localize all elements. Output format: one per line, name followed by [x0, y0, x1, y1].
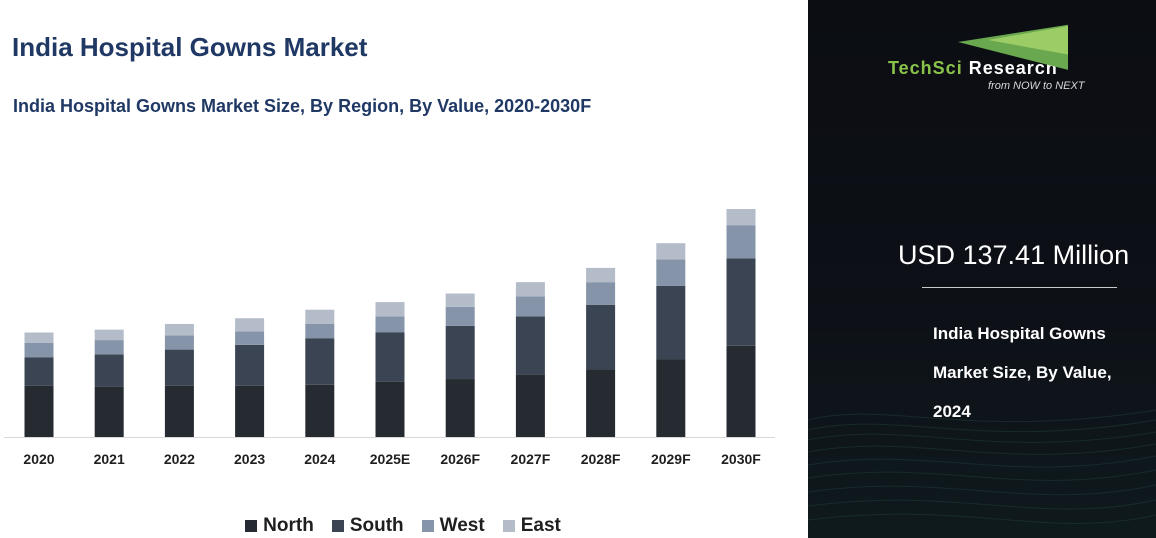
chart-legend: North South West East: [0, 515, 806, 537]
x-tick-label: 2024: [304, 451, 335, 467]
x-tick-label: 2028F: [581, 451, 621, 467]
logo-swoosh-icon: [958, 24, 1068, 70]
bar-segment-south-2021: [94, 354, 124, 387]
stacked-bar-chart: 2020 2021 2022 2023 2024 2025E 2026F 2027F 2028F…: [4, 209, 775, 467]
bar-segment-east-2023: [235, 318, 265, 332]
bar-segment-east-2030f: [726, 209, 756, 226]
x-tick-label: 2025E: [370, 451, 410, 467]
brand-name: TechSci Research: [888, 58, 1058, 79]
bar-segment-west-2029f: [656, 259, 686, 286]
bar-segment-east-2021: [94, 329, 124, 341]
bar-segment-north-2022: [164, 385, 194, 437]
divider: [922, 287, 1117, 288]
bar-segment-north-2028f: [586, 369, 616, 437]
bar-segment-south-2030f: [726, 258, 756, 346]
bar-segment-west-2027f: [515, 296, 545, 317]
bar-segment-east-2029f: [656, 243, 686, 260]
bar-segment-west-2030f: [726, 225, 756, 259]
x-tick-label: 2020: [23, 451, 54, 467]
bar-segment-east-2022: [164, 323, 194, 336]
brand-name-part1: TechSci: [888, 58, 963, 78]
x-tick-label: 2021: [94, 451, 125, 467]
x-tick-label: 2030F: [721, 451, 761, 467]
bar-segment-south-2022: [164, 349, 194, 386]
bar-segment-west-2023: [235, 331, 265, 345]
bar-segment-west-2026f: [445, 306, 475, 326]
bar-segment-west-2020: [24, 342, 54, 358]
bar-segment-east-2027f: [515, 282, 545, 297]
bar-segment-south-2026f: [445, 325, 475, 380]
legend-label: South: [349, 515, 404, 536]
brand-tagline: from NOW to NEXT: [988, 80, 1085, 92]
legend-swatch: [245, 520, 258, 532]
bar-segment-north-2023: [235, 385, 265, 437]
page-title: India Hospital Gowns Market: [12, 32, 368, 62]
bar-segment-north-2026f: [445, 379, 475, 437]
bar-segment-north-2030f: [726, 345, 756, 437]
bar-segment-east-2026f: [445, 293, 475, 307]
bar-segment-north-2020: [24, 385, 54, 437]
bar-segment-west-2025e: [375, 316, 405, 333]
x-tick-label: 2023: [234, 451, 265, 467]
bar-segment-east-2028f: [586, 267, 616, 283]
bar-segment-south-2023: [235, 344, 265, 386]
legend-swatch: [421, 520, 434, 532]
bar-segment-south-2029f: [656, 285, 686, 360]
bar-segment-east-2025e: [375, 302, 405, 317]
bar-segment-north-2021: [94, 386, 124, 437]
x-tick-label: 2026F: [440, 451, 480, 467]
bar-segment-south-2024: [305, 338, 335, 385]
bar-segment-west-2024: [305, 323, 335, 339]
chart-subtitle: India Hospital Gowns Market Size, By Reg…: [13, 96, 592, 116]
legend-swatch: [331, 520, 344, 532]
brand-name-part2: Research: [968, 58, 1058, 78]
market-size-description: India Hospital Gowns Market Size, By Val…: [933, 324, 1112, 421]
legend-swatch: [502, 520, 515, 532]
wave-background-graphic: [808, 409, 1156, 525]
bar-segment-south-2028f: [586, 304, 616, 370]
legend-item-south: South: [331, 515, 404, 537]
x-tick-label: 2022: [164, 451, 195, 467]
x-tick-label: 2029F: [651, 451, 691, 467]
bar-segment-west-2028f: [586, 282, 616, 305]
bar-segment-north-2027f: [515, 374, 545, 437]
chart-panel: India Hospital Gowns Market India Hospit…: [0, 32, 806, 537]
legend-label: North: [263, 515, 314, 536]
stat-panel: TechSci Research from NOW to NEXT USD 13…: [808, 0, 1156, 538]
bar-segment-east-2024: [305, 309, 335, 324]
bar-segment-south-2027f: [515, 316, 545, 375]
bar-segment-west-2021: [94, 340, 124, 355]
bar-segment-south-2025e: [375, 332, 405, 382]
legend-item-west: West: [421, 515, 485, 537]
brand-logo: TechSci Research from NOW to NEXT: [888, 24, 1085, 92]
bar-segment-west-2022: [164, 335, 194, 350]
bar-segment-north-2029f: [656, 359, 686, 437]
x-tick-label: 2027F: [511, 451, 551, 467]
legend-item-north: North: [245, 515, 314, 537]
legend-label: East: [520, 515, 561, 536]
bar-segment-south-2020: [24, 357, 54, 386]
bar-segment-north-2025e: [375, 381, 405, 437]
legend-label: West: [439, 515, 485, 536]
bar-segment-north-2024: [305, 384, 335, 437]
market-size-value: USD 137.41 Million: [898, 240, 1130, 270]
legend-item-east: East: [502, 515, 561, 537]
bar-segment-east-2020: [24, 332, 54, 343]
